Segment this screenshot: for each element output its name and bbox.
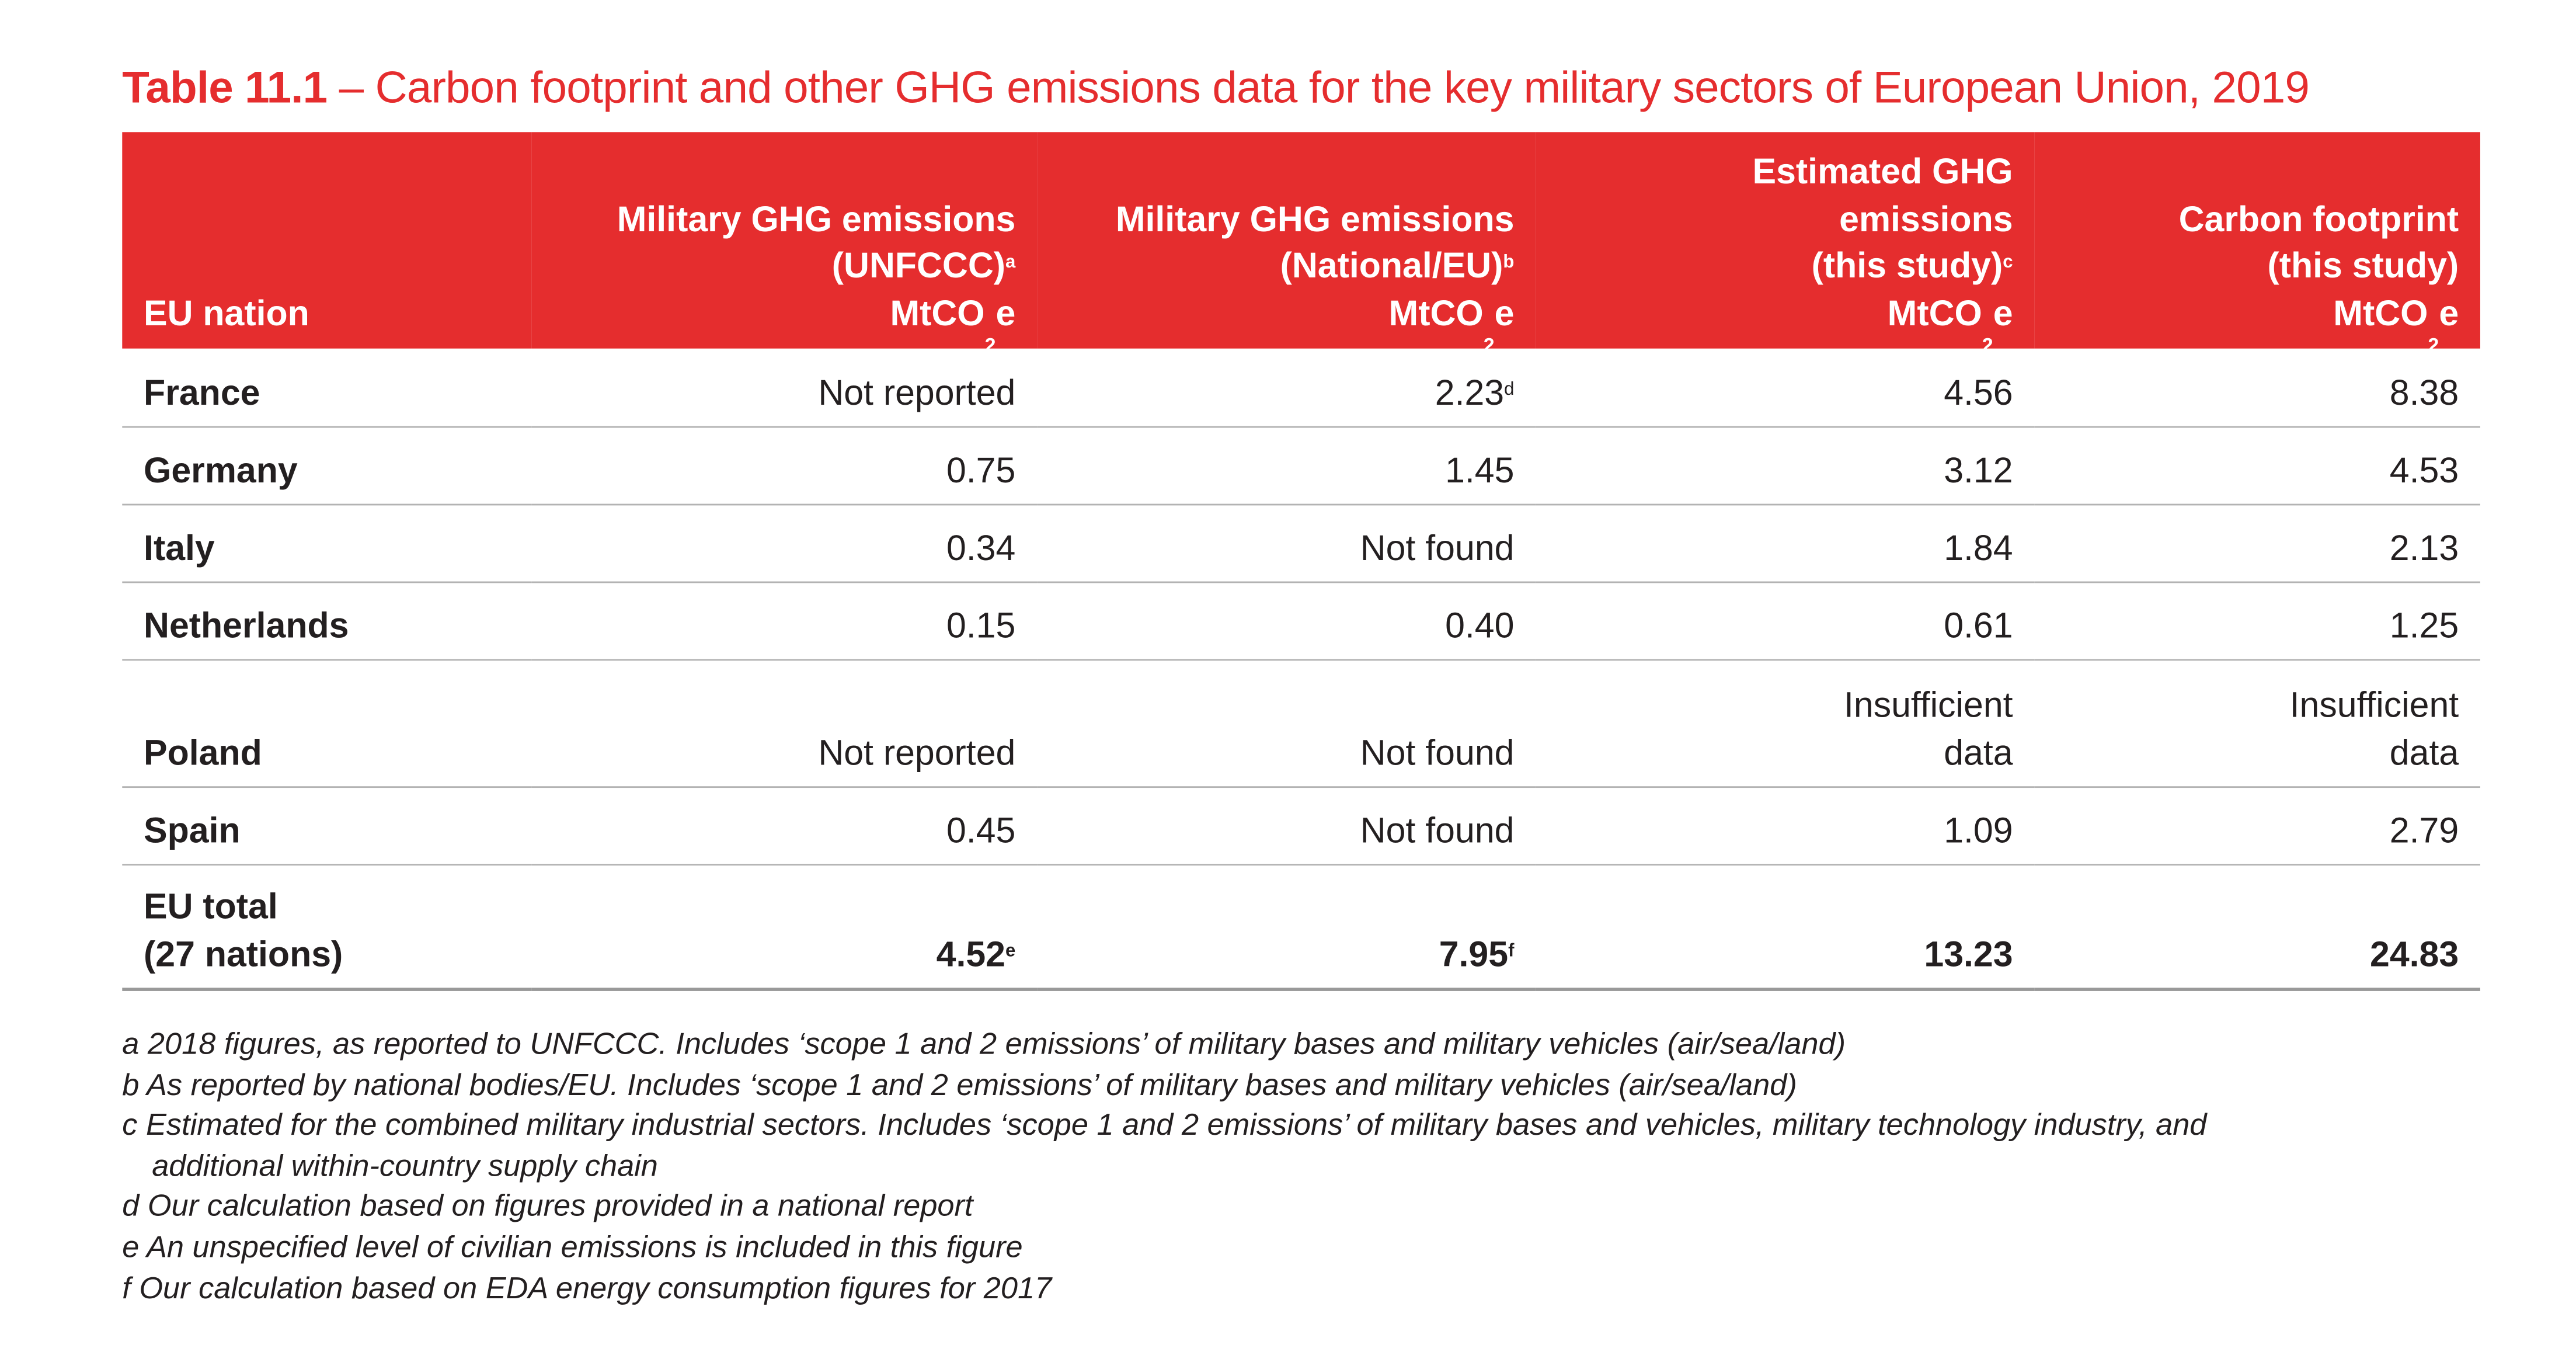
- cell-nation: Italy: [122, 503, 532, 582]
- header-text: Estimated GHG: [1752, 152, 2013, 192]
- header-text: emissions: [1839, 199, 2013, 239]
- unit-sub: 2: [1483, 333, 1495, 357]
- footnote-d: d Our calculation based on figures provi…: [122, 1188, 973, 1223]
- cell-national: Not found: [1037, 659, 1536, 787]
- header-text: Carbon footprint: [2178, 199, 2459, 239]
- cell-footprint: 4.53: [2034, 426, 2480, 505]
- cell-estimated: 13.23: [1536, 864, 2035, 991]
- table-title: Table 11.1 – Carbon footprint and other …: [122, 62, 2310, 114]
- cell-footprint: 24.83: [2034, 864, 2480, 991]
- col-header-nation: EU nation: [122, 132, 531, 348]
- col-header-footprint: Carbon footprint (this study) MtCO2e: [2034, 132, 2480, 355]
- footnote-f: f Our calculation based on EDA energy co…: [122, 1269, 1052, 1305]
- unit-sub: 2: [984, 333, 996, 357]
- unit-sub: 2: [1982, 333, 1993, 357]
- cell-footprint: 2.79: [2034, 786, 2480, 865]
- value: data: [1944, 732, 2013, 773]
- value: 4.52: [936, 934, 1006, 975]
- value: Insufficient: [2289, 684, 2459, 725]
- unit: MtCO: [1388, 293, 1484, 333]
- table-row-germany: Germany 0.75 1.45 3.12 4.53: [122, 426, 2480, 505]
- cell-national: 7.95f: [1037, 864, 1536, 991]
- col-header-national: Military GHG emissions (National/EU)b Mt…: [1037, 132, 1536, 355]
- footnote-marker: e: [1005, 941, 1016, 962]
- cell-estimated: Insufficient data: [1536, 659, 2035, 787]
- unit: e: [1494, 293, 1515, 333]
- table-number: Table 11.1: [122, 62, 328, 113]
- cell-estimated: 3.12: [1536, 426, 2035, 505]
- cell-estimated: 1.84: [1536, 503, 2035, 582]
- cell-unfccc: 0.34: [531, 503, 1038, 582]
- table-row-france: France Not reported 2.23d 4.56 8.38: [122, 348, 2480, 428]
- table-row-eu-total: EU total (27 nations) 4.52e 7.95f 13.23 2…: [122, 864, 2480, 991]
- footnote-e: e An unspecified level of civilian emiss…: [122, 1229, 1023, 1264]
- header-text: (National/EU): [1280, 246, 1503, 286]
- footnote-c: c Estimated for the combined military in…: [122, 1107, 2207, 1142]
- table-row-netherlands: Netherlands 0.15 0.40 0.61 1.25: [122, 581, 2480, 660]
- cell-national: 0.40: [1037, 581, 1536, 660]
- value: data: [2389, 732, 2459, 773]
- cell-national: 2.23d: [1037, 348, 1536, 428]
- cell-national: Not found: [1037, 503, 1536, 582]
- footnote-marker: a: [1005, 252, 1016, 273]
- cell-estimated: 4.56: [1536, 348, 2035, 428]
- cell-unfccc: 0.45: [531, 786, 1038, 865]
- table-row-poland: Poland Not reported Not found Insufficie…: [122, 659, 2480, 787]
- cell-footprint: 8.38: [2034, 348, 2480, 428]
- footnote-marker: d: [1504, 379, 1515, 399]
- cell-nation: Poland: [122, 659, 532, 787]
- table-row-italy: Italy 0.34 Not found 1.84 2.13: [122, 503, 2480, 582]
- header-text: Military GHG emissions: [617, 199, 1016, 239]
- value: 2.23: [1435, 372, 1505, 412]
- col-header-unfccc: Military GHG emissions (UNFCCC)a MtCO2e: [532, 132, 1037, 355]
- cell-national: Not found: [1037, 786, 1536, 865]
- table-caption: – Carbon footprint and other GHG emissio…: [339, 62, 2310, 113]
- cell-estimated: 1.09: [1536, 786, 2035, 865]
- cell-nation: France: [122, 348, 532, 428]
- header-row: EU nation Military GHG emissions (UNFCCC…: [122, 132, 2480, 355]
- value: 7.95: [1439, 934, 1509, 975]
- cell-footprint: Insufficient data: [2034, 659, 2480, 787]
- footnote-b: b As reported by national bodies/EU. Inc…: [122, 1066, 1797, 1101]
- unit: e: [995, 293, 1016, 333]
- unit-sub: 2: [2428, 333, 2439, 357]
- table-row-spain: Spain 0.45 Not found 1.09 2.79: [122, 786, 2480, 865]
- unit: MtCO: [890, 293, 985, 333]
- cell-national: 1.45: [1037, 426, 1536, 505]
- header-text: EU nation: [144, 293, 309, 333]
- cell-unfccc: 0.15: [531, 581, 1038, 660]
- value: Insufficient: [1843, 684, 2013, 725]
- cell-unfccc: 4.52e: [531, 864, 1038, 991]
- header-text: Military GHG emissions: [1115, 199, 1515, 239]
- header-text: (this study): [2267, 246, 2459, 286]
- cell-footprint: 1.25: [2034, 581, 2480, 660]
- cell-footprint: 2.13: [2034, 503, 2480, 582]
- unit: MtCO: [2333, 293, 2428, 333]
- cell-unfccc: 0.75: [531, 426, 1038, 505]
- cell-nation: Netherlands: [122, 581, 532, 660]
- footnote-c-continued: additional within-country supply chain: [152, 1147, 658, 1183]
- cell-estimated: 0.61: [1536, 581, 2035, 660]
- unit: e: [1993, 293, 2013, 333]
- header-text: (UNFCCC): [831, 246, 1006, 286]
- cell-nation: Spain: [122, 786, 532, 865]
- footnote-a: a 2018 figures, as reported to UNFCCC. I…: [122, 1026, 1846, 1061]
- emissions-table: EU nation Military GHG emissions (UNFCCC…: [122, 132, 2480, 991]
- footnote-marker: b: [1503, 252, 1515, 273]
- col-header-estimated: Estimated GHG emissions (this study)c Mt…: [1536, 132, 2034, 355]
- unit: MtCO: [1887, 293, 1982, 333]
- unit: e: [2439, 293, 2459, 333]
- value: (27 nations): [144, 934, 343, 975]
- cell-unfccc: Not reported: [531, 348, 1038, 428]
- cell-nation: EU total (27 nations): [122, 864, 532, 991]
- cell-nation: Germany: [122, 426, 532, 505]
- cell-unfccc: Not reported: [531, 659, 1038, 787]
- footnote-marker: c: [2003, 252, 2013, 273]
- footnote-marker: f: [1508, 941, 1515, 962]
- value: EU total: [144, 887, 278, 927]
- header-text: (this study): [1811, 246, 2003, 286]
- footnotes: a 2018 figures, as reported to UNFCCC. I…: [122, 1024, 2206, 1308]
